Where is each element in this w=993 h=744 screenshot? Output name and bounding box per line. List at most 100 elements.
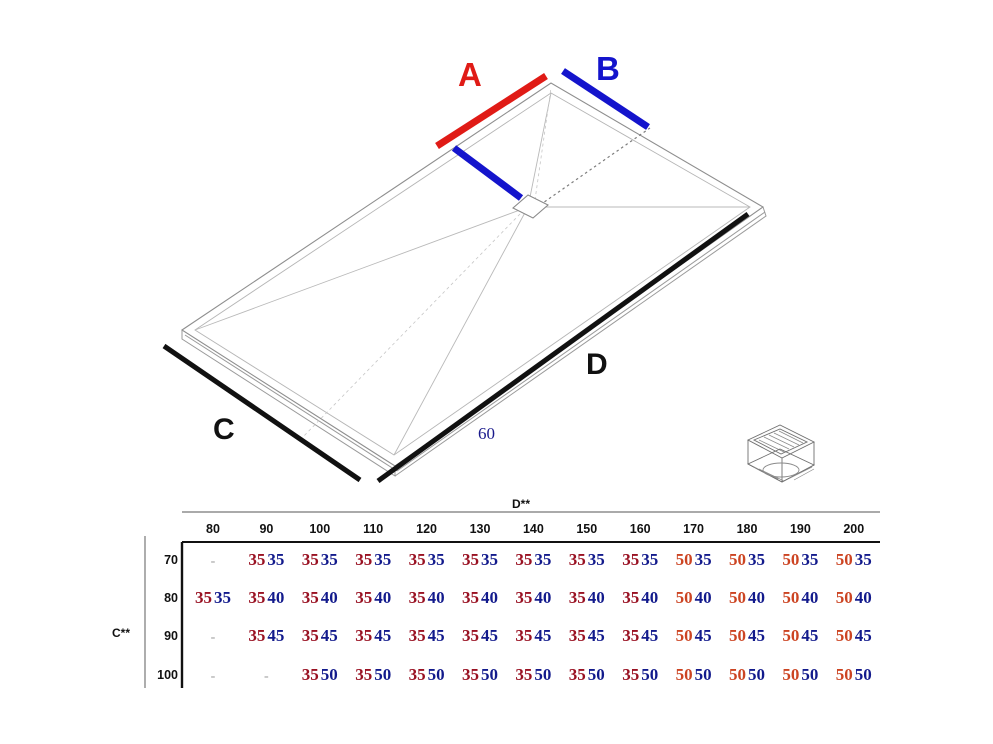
column-header-170: 170 [683, 522, 705, 536]
cell-value-primary: 35 [355, 588, 373, 607]
cell-value-secondary: 50 [481, 665, 498, 684]
cell-value-secondary: 35 [694, 550, 712, 569]
cell-value-primary: 50 [782, 588, 800, 607]
cell-value-secondary: 45 [854, 626, 872, 645]
column-header-120: 120 [416, 522, 438, 536]
cell-value-secondary: 35 [267, 550, 285, 569]
cell-c80-d140: 35 40 [504, 588, 562, 608]
tray-thickness [181, 206, 767, 477]
cell-value-primary: 50 [835, 665, 853, 684]
cell-value-primary: 50 [782, 626, 800, 645]
cell-value-secondary: 35 [801, 550, 819, 569]
column-header-180: 180 [736, 522, 758, 536]
cell-value-secondary: 40 [481, 588, 498, 607]
column-header-130: 130 [469, 522, 491, 536]
cell-c70-d80: - [210, 554, 216, 569]
cell-value-secondary: 40 [534, 588, 552, 607]
cell-c100-d100: 35 50 [291, 665, 349, 685]
cell-value-secondary: 40 [854, 588, 872, 607]
cell-c90-d80: - [210, 630, 216, 645]
cell-c90-d130: 35 45 [451, 626, 509, 646]
cell-value-primary: 35 [408, 665, 426, 684]
cell-value-secondary: 45 [374, 626, 392, 645]
cell-value-secondary: 45 [481, 626, 498, 645]
cell-value-secondary: 50 [694, 665, 712, 684]
cell-value-primary: 35 [622, 665, 640, 684]
column-header-110: 110 [363, 522, 384, 536]
tray-construction-line [539, 127, 651, 206]
cell-value-primary: 35 [355, 550, 373, 569]
cell-value-primary: 50 [675, 626, 693, 645]
cell-c70-d110: 35 35 [344, 550, 402, 570]
cell-c100-d110: 35 50 [344, 665, 402, 685]
cell-value-primary: 35 [622, 588, 640, 607]
dimension-line-d [376, 211, 750, 484]
cell-value-secondary: 45 [534, 626, 552, 645]
cell-value-secondary: 40 [374, 588, 392, 607]
cell-c90-d90: 35 45 [237, 626, 295, 646]
cell-value-secondary: 50 [801, 665, 819, 684]
tray-centre-lines [299, 87, 552, 441]
cell-c80-d90: 35 40 [237, 588, 295, 608]
cell-value-primary: 35 [248, 550, 266, 569]
cell-value-primary: 35 [301, 626, 319, 645]
cell-value-primary: 35 [408, 626, 426, 645]
cell-value-primary: 50 [835, 550, 853, 569]
cell-value-primary: 35 [248, 626, 266, 645]
cell-c70-d190: 50 35 [771, 550, 829, 570]
cell-value-secondary: 35 [214, 588, 231, 607]
cell-value-primary: 50 [782, 665, 800, 684]
cell-value-primary: 35 [301, 665, 319, 684]
cell-c80-d150: 35 40 [558, 588, 616, 608]
cell-c90-d110: 35 45 [344, 626, 402, 646]
cell-value-secondary: 35 [534, 550, 552, 569]
cell-c100-d190: 50 50 [771, 665, 829, 685]
cell-value-secondary: 50 [320, 665, 338, 684]
cell-c100-d90: - [264, 669, 269, 684]
cell-value-secondary: 50 [534, 665, 552, 684]
cell-value-primary: 35 [301, 588, 319, 607]
dimension-line-a [435, 73, 548, 149]
cell-value-primary: 35 [568, 588, 586, 607]
cell-c90-d200: 50 45 [825, 626, 883, 646]
cell-value-primary: 35 [248, 588, 266, 607]
cell-c100-d80: - [210, 669, 216, 684]
cell-value-primary: 35 [568, 665, 586, 684]
cell-value-primary: 35 [301, 550, 319, 569]
cell-value-secondary: 40 [427, 588, 445, 607]
cell-value-primary: 50 [782, 550, 800, 569]
row-header-100: 100 [157, 668, 178, 682]
cell-c90-d170: 50 45 [665, 626, 723, 646]
cell-c80-d180: 50 40 [718, 588, 776, 608]
cell-c80-d160: 35 40 [611, 588, 669, 608]
cell-value-secondary: 40 [587, 588, 605, 607]
cell-value-secondary: 45 [748, 626, 765, 645]
cell-value-secondary: 45 [641, 626, 659, 645]
cell-c80-d170: 50 40 [665, 588, 723, 608]
dimension-line-b [561, 68, 650, 130]
cell-value-secondary: 50 [854, 665, 872, 684]
cell-value-secondary: 35 [748, 550, 765, 569]
cell-value-secondary: 45 [801, 626, 819, 645]
column-header-190: 190 [789, 522, 811, 536]
cell-c90-d190: 50 45 [771, 626, 829, 646]
cell-value-secondary: 35 [587, 550, 605, 569]
cell-value-secondary: 50 [641, 665, 659, 684]
label-b: B [596, 50, 620, 87]
cell-value-primary: 35 [515, 626, 533, 645]
cell-c80-d80: 35 35 [184, 588, 242, 608]
cell-value-secondary: 50 [374, 665, 392, 684]
cell-value-secondary: 40 [641, 588, 659, 607]
cell-value-primary: 35 [195, 588, 212, 607]
cell-value-primary: 50 [675, 665, 693, 684]
cell-c90-d180: 50 45 [718, 626, 776, 646]
tray-slope-lines [194, 92, 750, 456]
cell-value-secondary: 35 [427, 550, 445, 569]
cell-value-secondary: 50 [427, 665, 445, 684]
cell-c70-d130: 35 35 [451, 550, 509, 570]
cell-c80-d110: 35 40 [344, 588, 402, 608]
dimension-line-c [162, 343, 362, 483]
cell-c80-d120: 35 40 [398, 588, 456, 608]
cell-c90-d120: 35 45 [398, 626, 456, 646]
cell-value-primary: 50 [729, 550, 746, 569]
